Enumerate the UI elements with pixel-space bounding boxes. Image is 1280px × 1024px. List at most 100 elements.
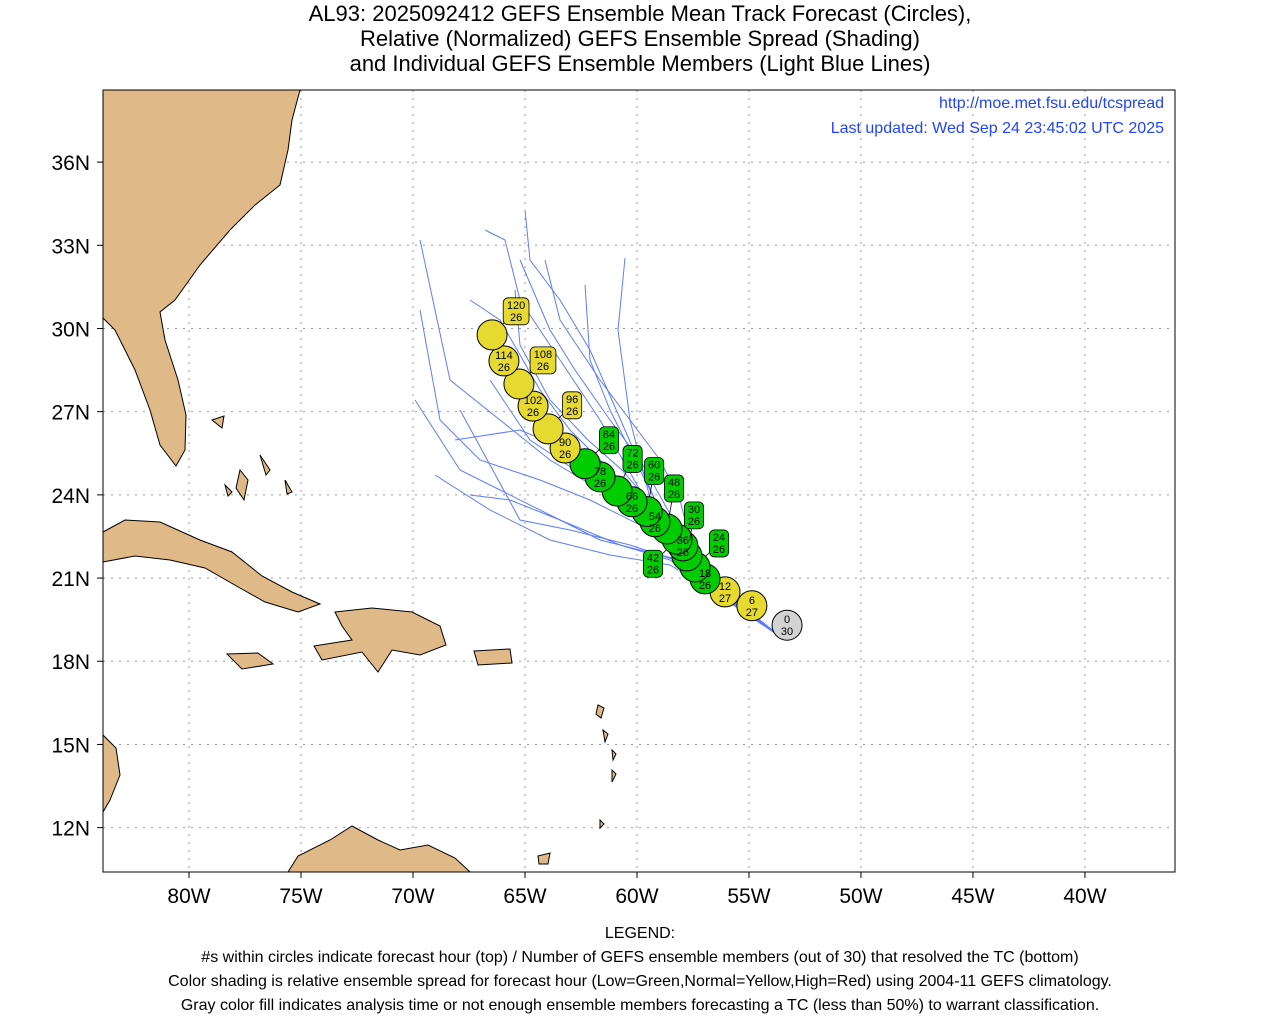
legend-heading: LEGEND: xyxy=(604,925,676,942)
map-frame xyxy=(102,89,1176,873)
legend: LEGEND: #s within circles indicate forec… xyxy=(0,922,1280,1018)
forecast-hour-label: 24 xyxy=(713,532,725,544)
member-track xyxy=(454,429,786,641)
forecast-hour-label: 36 xyxy=(677,535,689,547)
forecast-hour-label: 66 xyxy=(626,491,638,503)
forecast-hour-label: 78 xyxy=(594,466,606,478)
label-tag xyxy=(502,297,530,326)
forecast-hour-label: 108 xyxy=(534,349,552,361)
forecast-hour-label: 18 xyxy=(699,568,711,580)
label-leader-line xyxy=(669,500,673,515)
track-circle-96 xyxy=(532,413,564,445)
y-tick-label: 12N xyxy=(51,818,90,841)
land xyxy=(103,90,617,872)
member-count-label: 26 xyxy=(603,441,615,453)
label-tag xyxy=(562,391,583,420)
x-tick-label: 50W xyxy=(839,885,882,908)
y-tick-label: 27N xyxy=(51,402,90,425)
forecast-hour-label: 114 xyxy=(495,350,513,362)
y-tick-label: 36N xyxy=(51,152,90,175)
y-tick-label: 33N xyxy=(51,235,90,258)
label-tag xyxy=(599,426,620,455)
member-count-label: 27 xyxy=(746,607,758,619)
label-leader-line xyxy=(649,483,653,497)
member-count-label: 26 xyxy=(713,544,725,556)
legend-line-3: Gray color fill indicates analysis time … xyxy=(180,997,1100,1014)
mean-track-labels: 0306271227182624263026362642264826542660… xyxy=(495,297,793,638)
member-count-label: 26 xyxy=(527,407,539,419)
member-count-label: 26 xyxy=(649,523,661,535)
track-point-label-6: 627 xyxy=(746,595,758,619)
member-count-label: 26 xyxy=(677,547,689,559)
member-count-label: 26 xyxy=(648,471,660,483)
ensemble-member-tracks xyxy=(414,209,786,641)
y-tick-label: 21N xyxy=(51,568,90,591)
axis-ticks: 80W 75W 70W 65W 60W 55W 50W 45W 40W 12N 15N 18N 21N 2… xyxy=(51,152,1106,908)
label-tag xyxy=(684,501,705,530)
track-circle-102 xyxy=(517,390,549,422)
last-updated: Last updated: Wed Sep 24 23:45:02 UTC 20… xyxy=(831,120,1164,137)
x-tick-label: 45W xyxy=(951,885,994,908)
forecast-hour-label: 42 xyxy=(647,552,659,564)
track-circle-0 xyxy=(771,609,803,641)
x-tick-label: 75W xyxy=(279,885,322,908)
x-tick-label: 80W xyxy=(167,885,210,908)
label-tag xyxy=(622,445,643,473)
puerto-rico xyxy=(473,648,513,666)
forecast-hour-label: 0 xyxy=(784,614,790,626)
forecast-hour-label: 30 xyxy=(688,504,700,516)
y-tick-label: 18N xyxy=(51,651,90,674)
title-line-3: and Individual GEFS Ensemble Members (Li… xyxy=(349,51,931,76)
member-track xyxy=(584,284,786,641)
x-tick-label: 55W xyxy=(727,885,770,908)
member-count-label: 26 xyxy=(626,459,638,471)
member-count-label: 26 xyxy=(594,478,606,490)
label-leader-line xyxy=(689,527,693,542)
us-east-coast xyxy=(103,90,301,467)
y-tick-label: 15N xyxy=(51,734,90,757)
title-line-1: AL93: 2025092412 GEFS Ensemble Mean Trac… xyxy=(308,1,972,26)
mean-track-circles xyxy=(476,319,803,641)
member-track xyxy=(469,494,786,641)
x-tick-label: 65W xyxy=(503,885,546,908)
member-count-label: 26 xyxy=(688,516,700,528)
member-count-label: 26 xyxy=(559,449,571,461)
forecast-hour-label: 54 xyxy=(649,511,661,523)
forecast-hour-label: 12 xyxy=(719,581,731,593)
forecast-hour-label: 48 xyxy=(668,477,680,489)
y-tick-label: 30N xyxy=(51,318,90,341)
forecast-hour-label: 96 xyxy=(566,394,578,406)
lesser-antilles xyxy=(595,704,617,830)
member-count-label: 26 xyxy=(510,312,522,324)
label-leader-line xyxy=(661,549,667,555)
y-tick-label: 24N xyxy=(51,485,90,508)
x-tick-label: 40W xyxy=(1063,885,1106,908)
forecast-hour-label: 102 xyxy=(524,395,542,407)
label-tag xyxy=(529,346,557,375)
legend-line-2: Color shading is relative ensemble sprea… xyxy=(168,973,1112,990)
label-tag xyxy=(664,474,685,503)
south-america xyxy=(287,825,471,872)
cuba xyxy=(103,519,322,613)
x-tick-label: 70W xyxy=(391,885,434,908)
source-url[interactable]: http://moe.met.fsu.edu/tcspread xyxy=(939,95,1164,112)
track-circle-120 xyxy=(476,319,508,351)
hispaniola xyxy=(313,607,447,673)
member-count-label: 26 xyxy=(537,361,549,373)
track-circle-114 xyxy=(488,345,520,377)
forecast-hour-label: 6 xyxy=(749,595,755,607)
forecast-hour-label: 72 xyxy=(626,447,638,459)
